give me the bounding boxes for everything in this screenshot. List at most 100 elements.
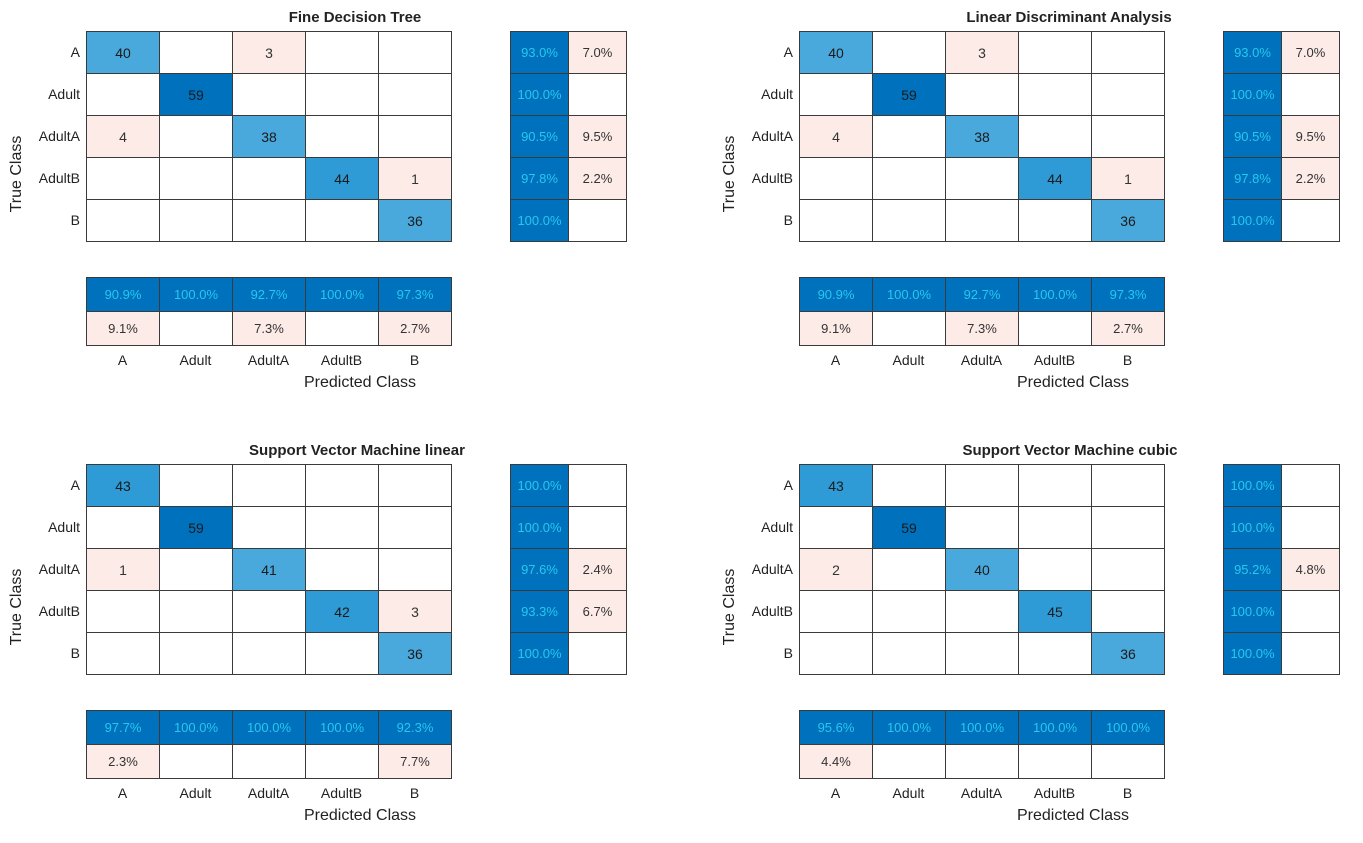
matrix-cell: 59 xyxy=(872,73,946,116)
matrix-cell: 40 xyxy=(799,31,873,74)
matrix-cell xyxy=(305,506,379,549)
row-summary-incorrect: 7.0% xyxy=(1281,31,1340,74)
row-summary-correct: 100.0% xyxy=(510,464,569,507)
column-label: AdultB xyxy=(1033,352,1076,368)
row-summary-grid: 100.0% 100.0% 95.2% 4.8% 100.0% 100.0% xyxy=(1223,464,1340,675)
column-label: B xyxy=(409,785,420,801)
column-summary-incorrect: 2.7% xyxy=(1091,311,1165,346)
column-summary-correct: 100.0% xyxy=(305,277,379,312)
row-label: Adult xyxy=(761,519,793,535)
column-summary-correct: 97.3% xyxy=(1091,277,1165,312)
column-summary-grid: 97.7% 100.0% 100.0% 100.0% 92.3% 2.3% 7.7% xyxy=(86,710,452,779)
row-summary-correct: 90.5% xyxy=(1223,115,1282,158)
row-label: AdultA xyxy=(38,128,80,144)
column-summary-correct: 95.6% xyxy=(799,710,873,745)
matrix-cell xyxy=(159,31,233,74)
row-label: Adult xyxy=(48,86,80,102)
row-summary-incorrect: 7.0% xyxy=(568,31,627,74)
column-summary-correct: 100.0% xyxy=(305,710,379,745)
column-summary-incorrect xyxy=(232,744,306,779)
matrix-cell: 3 xyxy=(232,31,306,74)
column-summary-correct: 100.0% xyxy=(159,710,233,745)
matrix-cell xyxy=(86,73,160,116)
column-summary-correct: 90.9% xyxy=(86,277,160,312)
column-summary-incorrect xyxy=(159,744,233,779)
row-summary-incorrect xyxy=(568,464,627,507)
matrix-cell xyxy=(799,199,873,242)
matrix-cell: 59 xyxy=(159,506,233,549)
matrix-cell xyxy=(159,115,233,158)
matrix-cell xyxy=(945,632,1019,675)
matrix-cell xyxy=(799,157,873,200)
column-summary-incorrect: 2.7% xyxy=(378,311,452,346)
matrix-cell: 45 xyxy=(1018,590,1092,633)
row-summary-incorrect xyxy=(1281,73,1340,116)
column-summary-incorrect: 7.7% xyxy=(378,744,452,779)
row-summary-incorrect: 2.2% xyxy=(568,157,627,200)
matrix-cell: 38 xyxy=(945,115,1019,158)
matrix-cell xyxy=(872,464,946,507)
column-summary-correct: 100.0% xyxy=(1091,710,1165,745)
row-summary-incorrect xyxy=(568,199,627,242)
row-label: Adult xyxy=(761,86,793,102)
column-label: B xyxy=(409,352,420,368)
column-summary-incorrect xyxy=(872,311,946,346)
matrix-cell: 4 xyxy=(799,115,873,158)
chart-title: Linear Discriminant Analysis xyxy=(966,9,1172,26)
confusion-matrix-grid: 40 3 59 4 38 44 1 36 xyxy=(799,31,1165,242)
confusion-matrix-panel-svm-linear: Support Vector Machine linear True Class P… xyxy=(0,433,640,843)
confusion-matrix-grid: 43 59 1 41 42 3 36 xyxy=(86,464,452,675)
matrix-cell xyxy=(799,590,873,633)
column-summary-correct: 100.0% xyxy=(1018,710,1092,745)
matrix-cell xyxy=(159,199,233,242)
column-label: AdultA xyxy=(960,785,1003,801)
row-label: B xyxy=(70,212,80,228)
column-label: AdultB xyxy=(320,352,363,368)
matrix-cell xyxy=(232,464,306,507)
row-summary-incorrect: 9.5% xyxy=(568,115,627,158)
matrix-cell: 36 xyxy=(1091,199,1165,242)
matrix-cell xyxy=(872,590,946,633)
matrix-cell xyxy=(1018,31,1092,74)
matrix-cell xyxy=(945,464,1019,507)
column-summary-correct: 100.0% xyxy=(872,710,946,745)
row-label: AdultA xyxy=(751,561,793,577)
matrix-cell: 38 xyxy=(232,115,306,158)
column-summary-grid: 90.9% 100.0% 92.7% 100.0% 97.3% 9.1% 7.3% 2.7% xyxy=(799,277,1165,346)
row-summary-correct: 100.0% xyxy=(1223,506,1282,549)
column-label: B xyxy=(1122,352,1133,368)
column-summary-correct: 100.0% xyxy=(872,277,946,312)
row-summary-incorrect xyxy=(1281,590,1340,633)
matrix-cell xyxy=(305,632,379,675)
matrix-cell: 36 xyxy=(378,199,452,242)
matrix-cell xyxy=(378,548,452,591)
column-summary-correct: 97.3% xyxy=(378,277,452,312)
matrix-cell xyxy=(159,548,233,591)
confusion-matrix-panel-fine-decision-tree: Fine Decision Tree True Class Predicted Cl… xyxy=(0,0,640,410)
column-label: A xyxy=(117,785,128,801)
chart-title: Support Vector Machine cubic xyxy=(962,442,1178,459)
matrix-cell xyxy=(872,199,946,242)
x-axis-label: Predicted Class xyxy=(1016,374,1130,391)
row-summary-incorrect xyxy=(1281,464,1340,507)
column-label: AdultB xyxy=(320,785,363,801)
chart-title: Support Vector Machine linear xyxy=(249,442,465,459)
row-summary-incorrect xyxy=(568,632,627,675)
matrix-cell xyxy=(1018,506,1092,549)
confusion-matrix-panel-svm-cubic: Support Vector Machine cubic True Class Pr… xyxy=(713,433,1353,843)
matrix-cell xyxy=(378,73,452,116)
row-summary-incorrect: 6.7% xyxy=(568,590,627,633)
matrix-cell xyxy=(86,590,160,633)
row-summary-correct: 95.2% xyxy=(1223,548,1282,591)
column-label: Adult xyxy=(892,352,925,368)
column-summary-correct: 92.3% xyxy=(378,710,452,745)
matrix-cell xyxy=(945,199,1019,242)
row-summary-incorrect xyxy=(1281,632,1340,675)
matrix-cell xyxy=(305,115,379,158)
matrix-cell: 42 xyxy=(305,590,379,633)
matrix-cell xyxy=(945,73,1019,116)
x-axis-label: Predicted Class xyxy=(303,374,417,391)
matrix-cell xyxy=(159,157,233,200)
matrix-cell xyxy=(378,464,452,507)
matrix-cell xyxy=(86,199,160,242)
